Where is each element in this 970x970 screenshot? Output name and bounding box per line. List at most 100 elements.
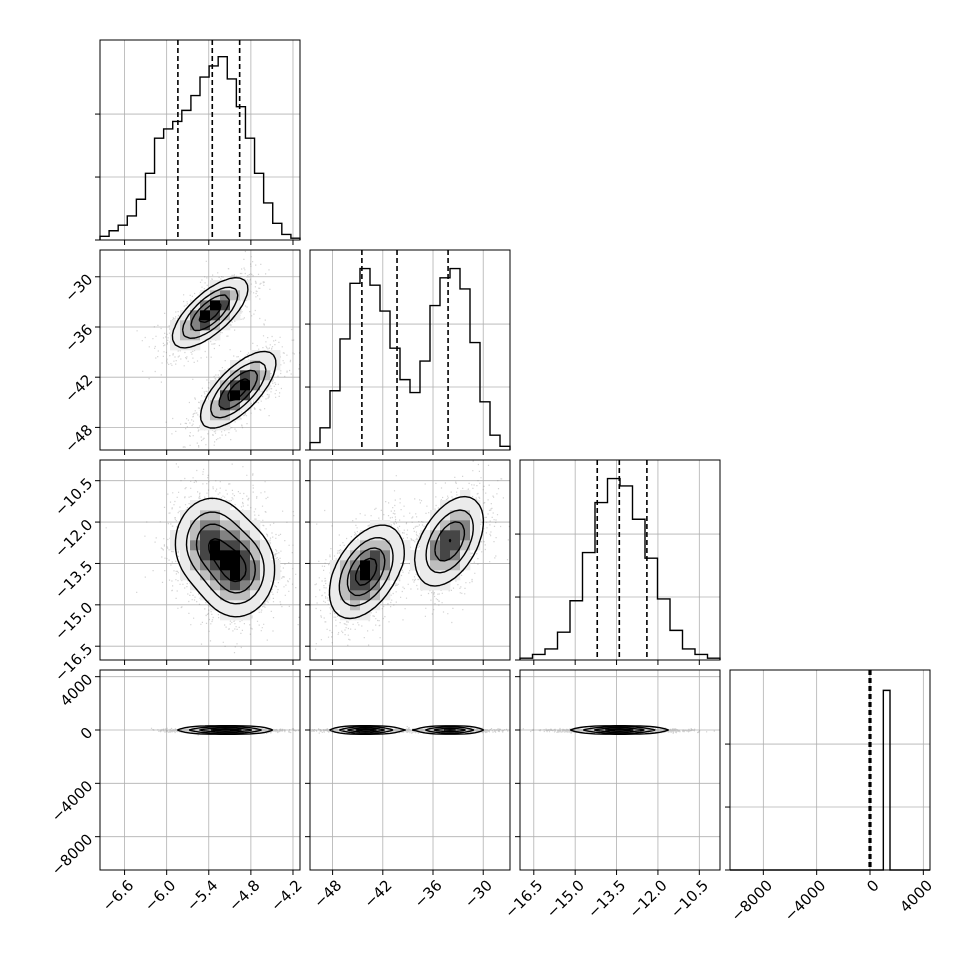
density-cell — [200, 570, 211, 581]
contour-level-3 — [605, 728, 634, 732]
density-cell — [210, 520, 221, 531]
density-cell — [220, 550, 231, 561]
density-cell — [400, 550, 411, 561]
density-cell — [230, 300, 241, 311]
joint-panel-2-3 — [519, 669, 721, 871]
contour-level-1 — [181, 286, 267, 419]
density-cell — [220, 540, 231, 551]
density-cell — [210, 530, 221, 541]
density-cell — [390, 540, 401, 551]
density-cell — [370, 600, 381, 611]
panel-frame — [309, 669, 511, 871]
density-cell — [190, 330, 201, 341]
density-cell — [250, 580, 261, 591]
joint-panel-0-1 — [99, 249, 301, 451]
contour-level-0 — [569, 725, 669, 735]
joint-panel-0-3 — [99, 669, 301, 871]
density-cell — [360, 530, 371, 541]
density-cell — [220, 370, 231, 381]
density-cell — [230, 510, 241, 521]
density-cell — [360, 560, 371, 571]
density-cell — [200, 310, 211, 321]
density-cell — [360, 550, 371, 561]
density-cell — [220, 420, 231, 431]
density-cell — [240, 370, 251, 381]
density-cell — [230, 570, 241, 581]
density-cell — [350, 580, 361, 591]
density-cell — [470, 520, 481, 531]
density-cell — [200, 540, 211, 551]
x-tick-label: −48 — [310, 876, 345, 911]
density-cell — [430, 550, 441, 561]
density-cell — [210, 580, 221, 591]
panel-frame — [519, 459, 721, 661]
density-cell — [210, 590, 221, 601]
contour-level-2 — [190, 294, 258, 410]
contour-level-3 — [208, 538, 247, 583]
density-cell — [430, 530, 441, 541]
histogram-panel-2 — [515, 459, 721, 661]
density-cell — [210, 400, 221, 411]
contour-level-0 — [171, 277, 277, 429]
contour-level-1 — [339, 726, 475, 734]
density-cell — [390, 560, 401, 571]
density-cell — [180, 340, 191, 351]
density-cell — [200, 400, 211, 411]
density-cell — [230, 280, 241, 291]
density-cell — [420, 580, 431, 591]
y-tick-label: −42 — [61, 371, 96, 406]
density-cell — [220, 400, 231, 411]
density-cell — [360, 600, 371, 611]
contour-level-1 — [583, 726, 656, 734]
density-cell — [240, 380, 251, 391]
density-cell — [250, 360, 261, 371]
x-tick-label: −6.0 — [141, 876, 179, 914]
joint-panel-1-3 — [309, 669, 511, 871]
density-cell — [230, 410, 241, 421]
histogram-3 — [730, 689, 930, 871]
density-cell — [180, 310, 191, 321]
density-cell — [210, 290, 221, 301]
density-cell — [340, 570, 351, 581]
density-cell — [380, 580, 391, 591]
density-cell — [180, 530, 191, 541]
density-cell — [220, 590, 231, 601]
panel-frame — [309, 459, 511, 661]
density-cell — [220, 280, 231, 291]
density-cell — [430, 580, 441, 591]
contour-level-2 — [594, 727, 645, 733]
y-tick-label: −12.0 — [51, 516, 96, 561]
density-cell — [260, 350, 271, 361]
x-tick-label: −13.5 — [584, 876, 629, 921]
density-cell — [200, 500, 211, 511]
density-cell — [190, 560, 201, 571]
density-cell — [470, 510, 481, 521]
density-cell — [450, 570, 461, 581]
density-cell — [190, 300, 201, 311]
density-cell — [240, 540, 251, 551]
density-cell — [380, 570, 391, 581]
density-cell — [330, 600, 341, 611]
density-cell — [250, 600, 261, 611]
density-cell — [440, 580, 451, 591]
density-cell — [460, 500, 471, 511]
density-cell — [170, 530, 181, 541]
density-cell — [210, 550, 221, 561]
panel-frame — [99, 459, 301, 661]
density-cell — [380, 550, 391, 561]
density-cell — [240, 550, 251, 561]
density-cell — [420, 560, 431, 571]
density-cell — [220, 500, 231, 511]
x-tick-label: −30 — [461, 876, 496, 911]
histogram-0 — [99, 55, 301, 240]
density-cell — [440, 550, 451, 561]
density-cell — [190, 550, 201, 561]
panel-frame — [519, 669, 721, 871]
density-cell — [240, 280, 251, 291]
density-cell — [200, 580, 211, 591]
density-cell — [210, 570, 221, 581]
density-cell — [340, 590, 351, 601]
joint-panel-1-2 — [309, 459, 511, 661]
contour-level-1 — [338, 509, 474, 607]
density-cell — [180, 520, 191, 531]
